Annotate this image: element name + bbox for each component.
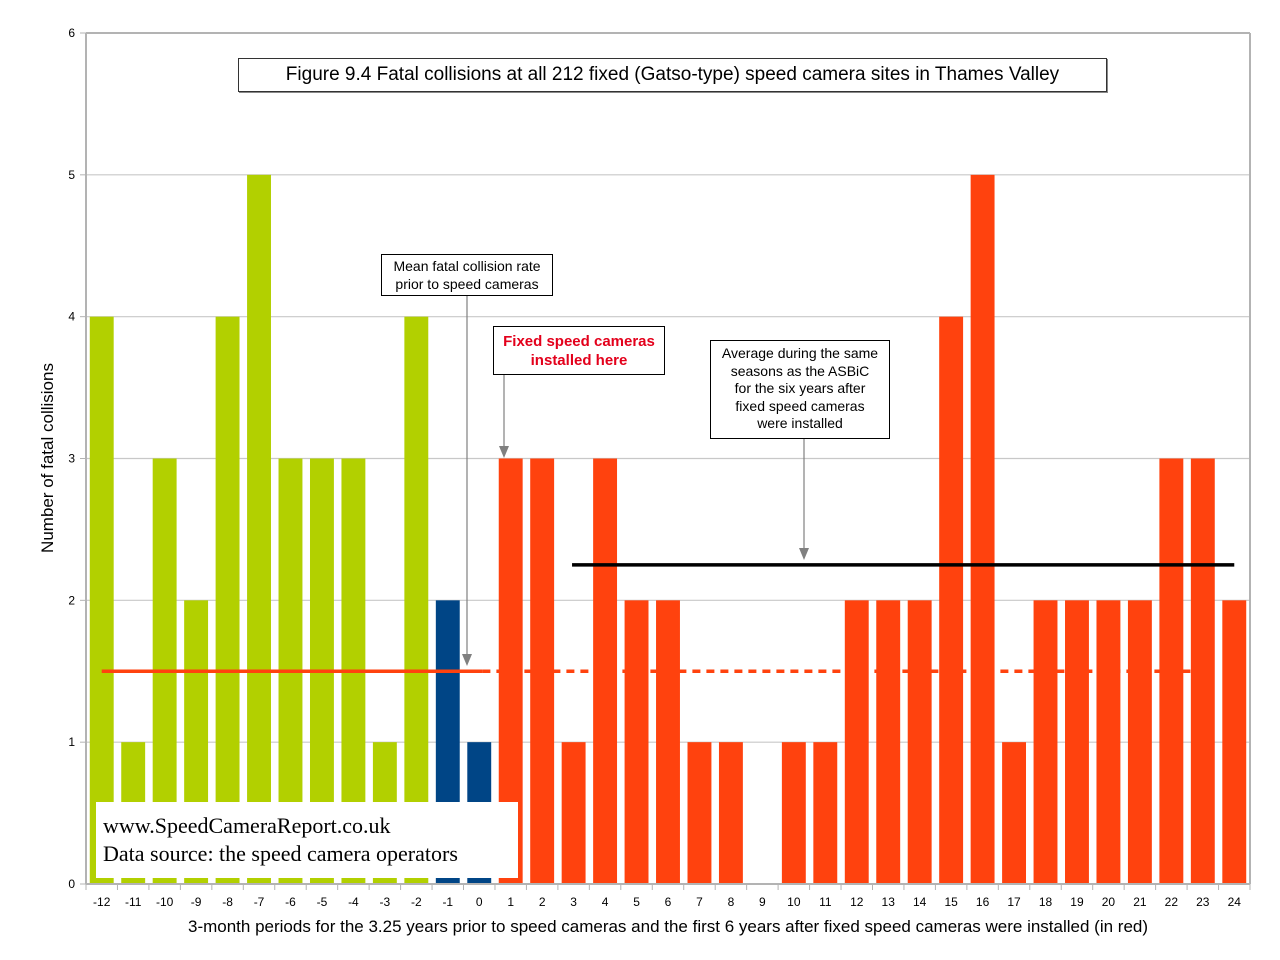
x-tick-label: -7	[254, 895, 265, 909]
x-tick-label: 5	[633, 895, 640, 909]
bar	[844, 600, 869, 884]
x-tick-label: -11	[125, 895, 142, 909]
bar	[624, 600, 649, 884]
x-tick-label: 21	[1133, 895, 1147, 909]
installed-arrow-head	[499, 446, 509, 458]
annotation-installed: Fixed speed cameras installed here	[493, 326, 665, 375]
bar	[656, 600, 680, 884]
x-tick-label: -6	[285, 895, 296, 909]
annotation-average: Average during the same seasons as the A…	[710, 340, 890, 439]
x-tick-label: -9	[191, 895, 202, 909]
mean-arrow-head	[462, 654, 472, 666]
y-tick-label: 5	[68, 168, 75, 182]
reference-lines	[101, 563, 1235, 673]
x-tick-label: -8	[222, 895, 233, 909]
x-tick-label: -2	[411, 895, 422, 909]
bar	[970, 174, 995, 885]
annotation-average-line-1: Average during the same	[721, 345, 879, 361]
x-tick-label: 11	[819, 895, 832, 909]
bar	[718, 742, 743, 884]
bar	[215, 316, 240, 885]
x-tick-label: 20	[1102, 895, 1116, 909]
annotation-mean-line-1: Mean fatal collision rate	[393, 258, 541, 274]
bar	[1002, 742, 1027, 884]
bar	[404, 316, 429, 885]
bar	[781, 742, 806, 884]
annotation-average-line-5: were installed	[757, 415, 843, 431]
annotation-average-line-3: for the six years after	[734, 380, 866, 396]
source-website: www.SpeedCameraReport.co.uk	[103, 813, 391, 838]
x-tick-label: 3	[570, 895, 577, 909]
x-tick-label: -4	[348, 895, 359, 909]
x-tick-label: 18	[1039, 895, 1053, 909]
x-tick-label: 13	[882, 895, 896, 909]
y-axis-title: Number of fatal collisions	[38, 363, 57, 553]
bars	[89, 174, 1247, 885]
annotation-arrows	[462, 296, 809, 666]
annotation-average-line-2: seasons as the ASBiC	[730, 362, 870, 379]
x-tick-label: 8	[728, 895, 735, 909]
x-tick-label: 7	[696, 895, 703, 909]
axes	[80, 32, 1251, 890]
x-tick-label: -10	[156, 895, 174, 909]
x-tick-label: 19	[1070, 895, 1084, 909]
bar	[907, 600, 932, 884]
mean-arrow	[462, 296, 472, 666]
y-tick-label: 3	[68, 452, 75, 466]
source-data: Data source: the speed camera operators	[103, 841, 458, 866]
annotation-mean: Mean fatal collision rate prior to speed…	[381, 254, 553, 296]
x-tick-labels: -12 -11 -10 -9 -8 -7 -6 -5 -4 -3 -2 -1 0 1 2 3 4 5 6 7 8 9 10 1…	[93, 895, 1241, 909]
y-tick-label: 4	[68, 310, 75, 324]
bar	[1096, 600, 1121, 884]
x-tick-label: 0	[476, 895, 483, 909]
y-tick-labels: 0 1 2 3 4 5 6	[68, 26, 75, 891]
bar	[1222, 600, 1247, 884]
x-tick-label: 1	[507, 895, 514, 909]
y-tick-label: 1	[68, 735, 75, 749]
annotation-installed-line-2: installed here	[530, 352, 628, 369]
x-tick-label: 4	[602, 895, 609, 909]
bar	[813, 742, 838, 884]
source-caption: www.SpeedCameraReport.co.uk Data source:…	[96, 802, 518, 878]
x-tick-label: 22	[1165, 895, 1179, 909]
y-tick-label: 2	[68, 593, 75, 607]
y-tick-label: 6	[68, 26, 75, 40]
bar	[1127, 600, 1152, 884]
annotation-installed-line-1: Fixed speed cameras	[503, 333, 655, 350]
bar	[876, 600, 901, 884]
bar	[939, 316, 964, 885]
annotation-average-line-4: fixed speed cameras	[735, 397, 865, 414]
x-tick-label: 24	[1228, 895, 1242, 909]
x-tick-label: 12	[850, 895, 864, 909]
bar	[687, 742, 712, 884]
annotation-mean-line-2: prior to speed cameras	[395, 276, 539, 292]
x-tick-label: 14	[913, 895, 927, 909]
x-tick-label: 9	[759, 895, 766, 909]
x-tick-label: 23	[1196, 895, 1210, 909]
x-tick-label: 16	[976, 895, 990, 909]
bar	[1033, 600, 1058, 884]
x-tick-label: 6	[665, 895, 672, 909]
bar	[89, 316, 114, 885]
x-tick-label: 10	[787, 895, 801, 909]
average-arrow	[799, 439, 809, 560]
bar	[1065, 600, 1089, 884]
x-tick-label: 2	[539, 895, 546, 909]
installed-arrow	[499, 375, 509, 458]
x-tick-label: -5	[317, 895, 328, 909]
x-tick-label: 17	[1007, 895, 1021, 909]
bar	[247, 174, 271, 885]
x-tick-label: -3	[380, 895, 391, 909]
chart-title: Figure 9.4 Fatal collisions at all 212 f…	[238, 58, 1107, 92]
x-tick-label: 15	[944, 895, 958, 909]
x-axis-title: 3-month periods for the 3.25 years prior…	[188, 917, 1148, 936]
y-tick-label: 0	[68, 877, 75, 891]
x-tick-label: -1	[442, 895, 453, 909]
bar	[561, 742, 586, 884]
x-tick-label: -12	[93, 895, 111, 909]
average-arrow-head	[799, 548, 809, 560]
